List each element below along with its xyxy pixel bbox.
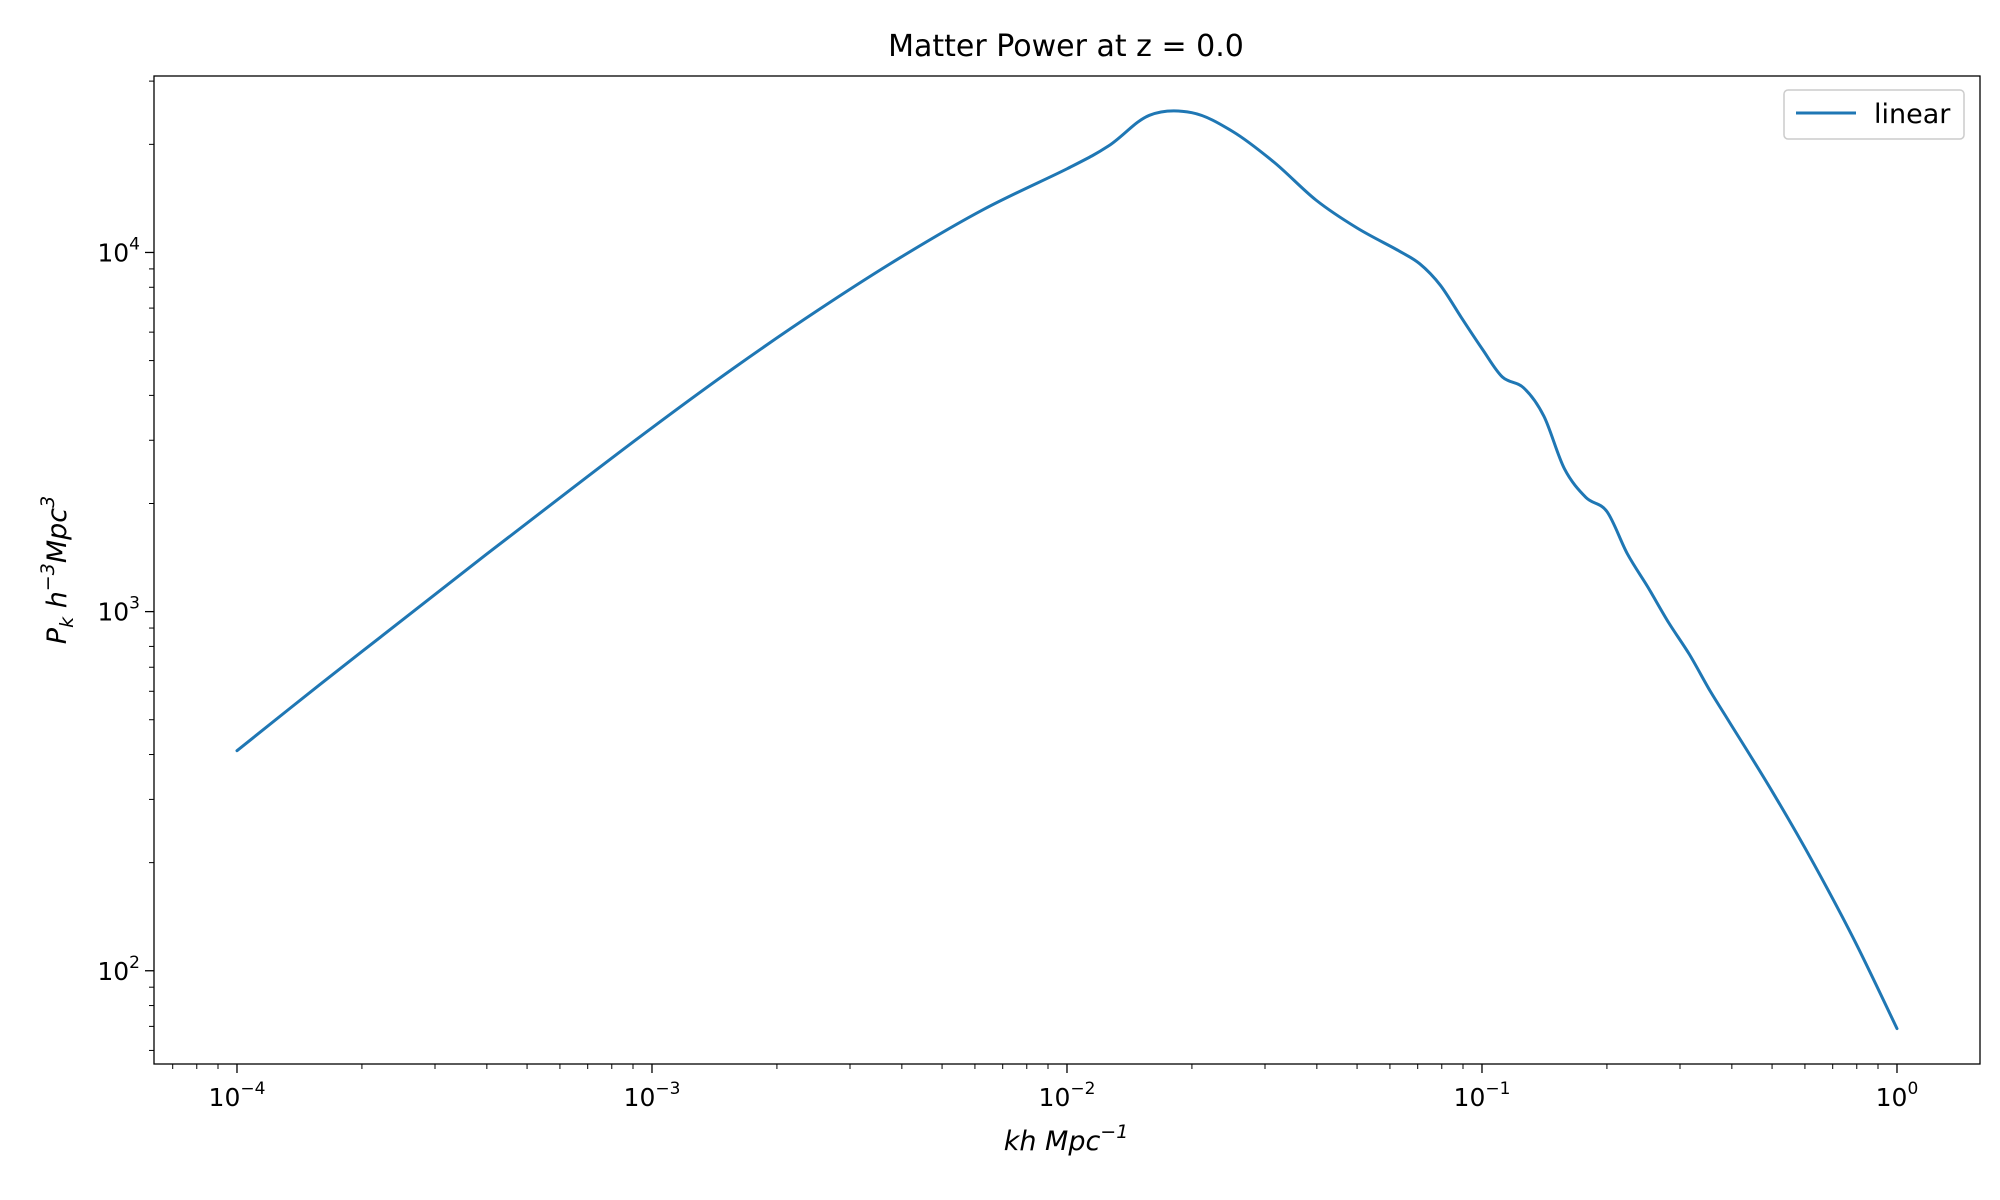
y-axis-label-h: h bbox=[42, 591, 73, 617]
y-tick-label-2: 104 bbox=[97, 234, 140, 267]
x-axis-label-sup: −1 bbox=[1100, 1121, 1128, 1143]
x-tick-label-exp: −1 bbox=[1485, 1079, 1510, 1099]
x-tick-label-base: 10 bbox=[1876, 1083, 1908, 1112]
y-axis-label-mpc: Mpc bbox=[42, 508, 73, 563]
y-tick-label-base: 10 bbox=[97, 957, 129, 986]
y-tick-label-exp: 4 bbox=[129, 234, 140, 254]
x-tick-label-exp: −4 bbox=[240, 1079, 265, 1099]
y-tick-label-exp: 3 bbox=[129, 594, 140, 614]
x-tick-label-2: 10−2 bbox=[1039, 1079, 1096, 1112]
y-axis-label-hsup: −3 bbox=[37, 563, 59, 591]
x-tick-label-exp: −3 bbox=[655, 1079, 680, 1099]
y-tick-label-base: 10 bbox=[97, 238, 129, 267]
x-tick-label-exp: 0 bbox=[1907, 1079, 1918, 1099]
y-axis-label-p: P bbox=[42, 627, 73, 644]
y-axis-label-sub: k bbox=[56, 616, 78, 628]
y-tick-label-exp: 2 bbox=[129, 953, 140, 973]
x-tick-label-base: 10 bbox=[1039, 1083, 1071, 1112]
y-axis-label: Pk h−3Mpc3 bbox=[37, 496, 78, 644]
y-tick-label-0: 102 bbox=[97, 953, 140, 986]
y-tick-label-1: 103 bbox=[97, 594, 140, 627]
x-axis-label: kh Mpc−1 bbox=[1004, 1121, 1129, 1157]
legend: linear bbox=[1783, 89, 1965, 140]
x-tick-label-0: 10−4 bbox=[209, 1079, 266, 1112]
x-tick-label-1: 10−3 bbox=[624, 1079, 681, 1112]
x-tick-label-base: 10 bbox=[624, 1083, 656, 1112]
x-tick-label-3: 10−1 bbox=[1454, 1079, 1511, 1112]
y-tick-label-base: 10 bbox=[97, 598, 129, 627]
x-tick-label-exp: −2 bbox=[1070, 1079, 1095, 1099]
chart-title: Matter Power at z = 0.0 bbox=[888, 29, 1244, 64]
plot-area-frame bbox=[153, 75, 1981, 1065]
x-axis-ticks: 10−4 10−3 10−2 10−1 100 bbox=[172, 1064, 1919, 1112]
y-axis-label-mpcsup: 3 bbox=[37, 496, 59, 508]
x-tick-label-base: 10 bbox=[209, 1083, 241, 1112]
legend-label-linear: linear bbox=[1874, 99, 1951, 130]
x-tick-label-base: 10 bbox=[1454, 1083, 1486, 1112]
series-line-linear bbox=[235, 109, 1899, 1031]
x-axis-label-main: kh Mpc bbox=[1004, 1126, 1101, 1157]
x-tick-label-4: 100 bbox=[1876, 1079, 1919, 1112]
legend-box bbox=[1783, 89, 1965, 140]
